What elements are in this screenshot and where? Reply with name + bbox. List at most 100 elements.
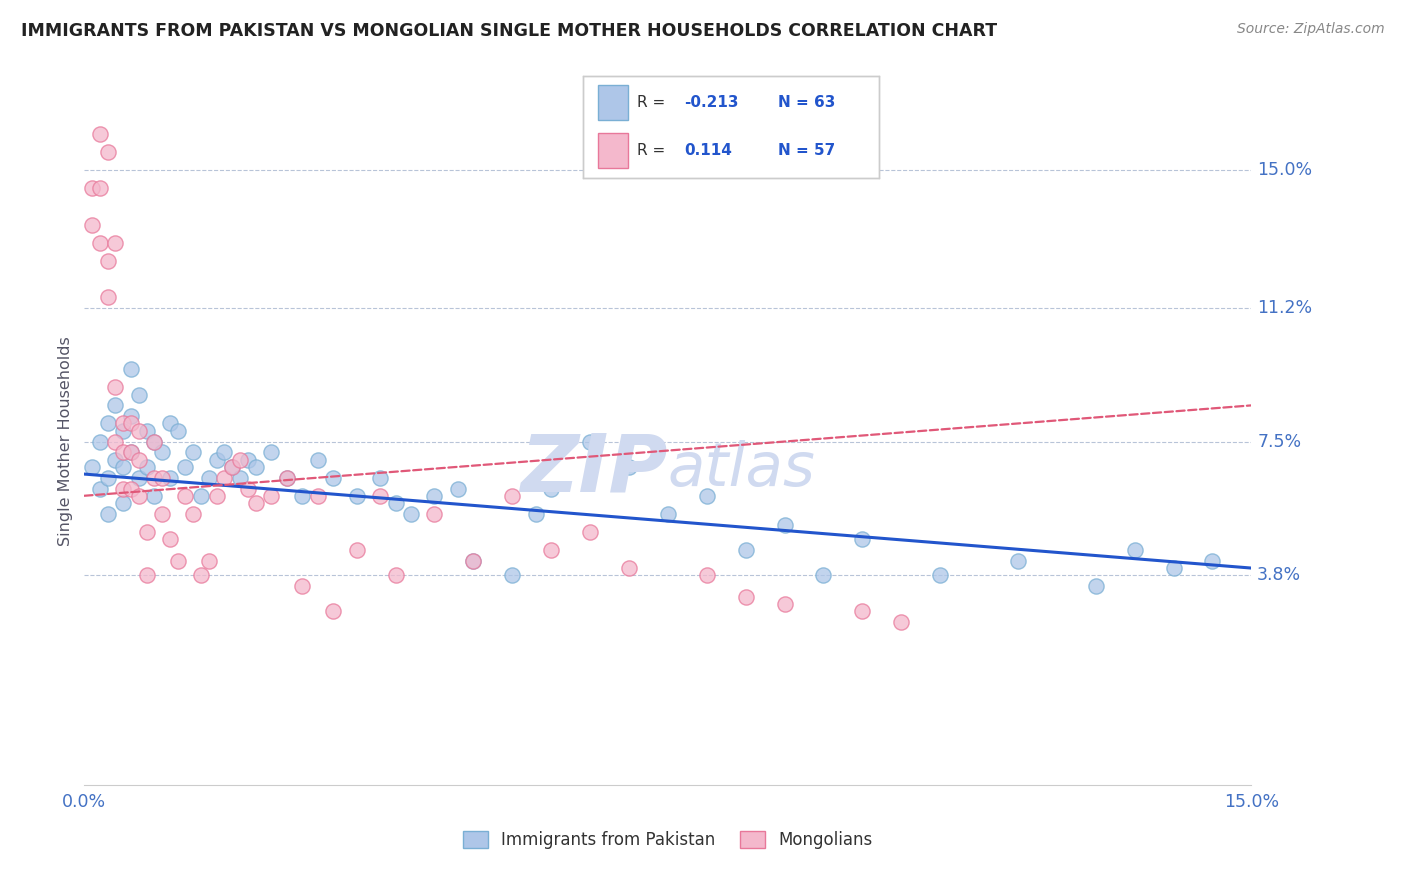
Point <box>112 459 135 474</box>
Text: 11.2%: 11.2% <box>1257 299 1312 317</box>
Point <box>104 235 127 250</box>
Point <box>190 568 212 582</box>
Point <box>97 417 120 431</box>
Text: 0.114: 0.114 <box>683 144 731 158</box>
Point <box>181 507 204 521</box>
Text: 15.0%: 15.0% <box>1257 161 1312 179</box>
Point <box>97 290 120 304</box>
Point <box>463 554 485 568</box>
Point <box>851 532 873 546</box>
Y-axis label: Single Mother Households: Single Mother Households <box>58 336 73 547</box>
Point <box>181 445 204 459</box>
Point <box>501 489 523 503</box>
Point <box>579 434 602 449</box>
Point <box>346 489 368 503</box>
Point <box>112 417 135 431</box>
Point <box>89 128 111 142</box>
Point <box>112 496 135 510</box>
Point <box>112 482 135 496</box>
Point <box>617 459 640 474</box>
Point <box>617 561 640 575</box>
Point <box>143 471 166 485</box>
Point <box>657 507 679 521</box>
Text: N = 57: N = 57 <box>779 144 835 158</box>
Point <box>174 489 197 503</box>
Text: ZIP: ZIP <box>520 430 668 508</box>
Point <box>260 489 283 503</box>
Point <box>384 496 406 510</box>
Point <box>929 568 952 582</box>
Point <box>368 489 391 503</box>
Point <box>143 434 166 449</box>
Point <box>166 554 188 568</box>
Text: R =: R = <box>637 95 669 110</box>
Point <box>135 459 157 474</box>
Point <box>813 568 835 582</box>
Point <box>773 517 796 532</box>
Text: -0.213: -0.213 <box>683 95 738 110</box>
Point <box>524 507 547 521</box>
Point <box>97 471 120 485</box>
Point <box>128 489 150 503</box>
Point <box>89 235 111 250</box>
Point <box>97 145 120 160</box>
Point <box>198 554 221 568</box>
Point <box>150 507 173 521</box>
Point <box>82 181 104 195</box>
Point <box>120 482 142 496</box>
Point <box>851 604 873 618</box>
Point <box>245 496 267 510</box>
Point <box>143 434 166 449</box>
Point <box>214 445 236 459</box>
Point <box>236 482 259 496</box>
Point <box>221 459 243 474</box>
Point <box>214 471 236 485</box>
Point <box>135 568 157 582</box>
Point <box>399 507 422 521</box>
Point <box>276 471 298 485</box>
Point <box>447 482 470 496</box>
Point <box>120 409 142 424</box>
FancyBboxPatch shape <box>599 85 627 120</box>
Point <box>159 532 181 546</box>
Point <box>1007 554 1029 568</box>
Point <box>159 417 181 431</box>
Text: 3.8%: 3.8% <box>1257 566 1302 584</box>
Point <box>198 471 221 485</box>
Point <box>696 489 718 503</box>
Point <box>205 452 228 467</box>
Text: atlas: atlas <box>668 440 815 499</box>
Point <box>135 524 157 539</box>
Point <box>190 489 212 503</box>
Point <box>322 604 344 618</box>
Point <box>128 452 150 467</box>
Point <box>579 524 602 539</box>
Point <box>696 568 718 582</box>
Point <box>423 507 446 521</box>
Text: IMMIGRANTS FROM PAKISTAN VS MONGOLIAN SINGLE MOTHER HOUSEHOLDS CORRELATION CHART: IMMIGRANTS FROM PAKISTAN VS MONGOLIAN SI… <box>21 22 997 40</box>
Point <box>104 434 127 449</box>
Point <box>368 471 391 485</box>
Point <box>135 424 157 438</box>
Point <box>229 452 252 467</box>
Point <box>166 424 188 438</box>
Point <box>260 445 283 459</box>
Point <box>89 434 111 449</box>
Point <box>120 362 142 376</box>
Point <box>1084 579 1107 593</box>
Point <box>291 579 314 593</box>
Point <box>890 615 912 630</box>
Point <box>307 452 329 467</box>
Point <box>120 445 142 459</box>
Text: Source: ZipAtlas.com: Source: ZipAtlas.com <box>1237 22 1385 37</box>
Point <box>245 459 267 474</box>
Point <box>143 489 166 503</box>
Point <box>463 554 485 568</box>
Point <box>236 452 259 467</box>
Point <box>734 543 756 558</box>
Point <box>89 482 111 496</box>
Point <box>120 417 142 431</box>
Point <box>501 568 523 582</box>
Point <box>322 471 344 485</box>
Point <box>82 218 104 232</box>
